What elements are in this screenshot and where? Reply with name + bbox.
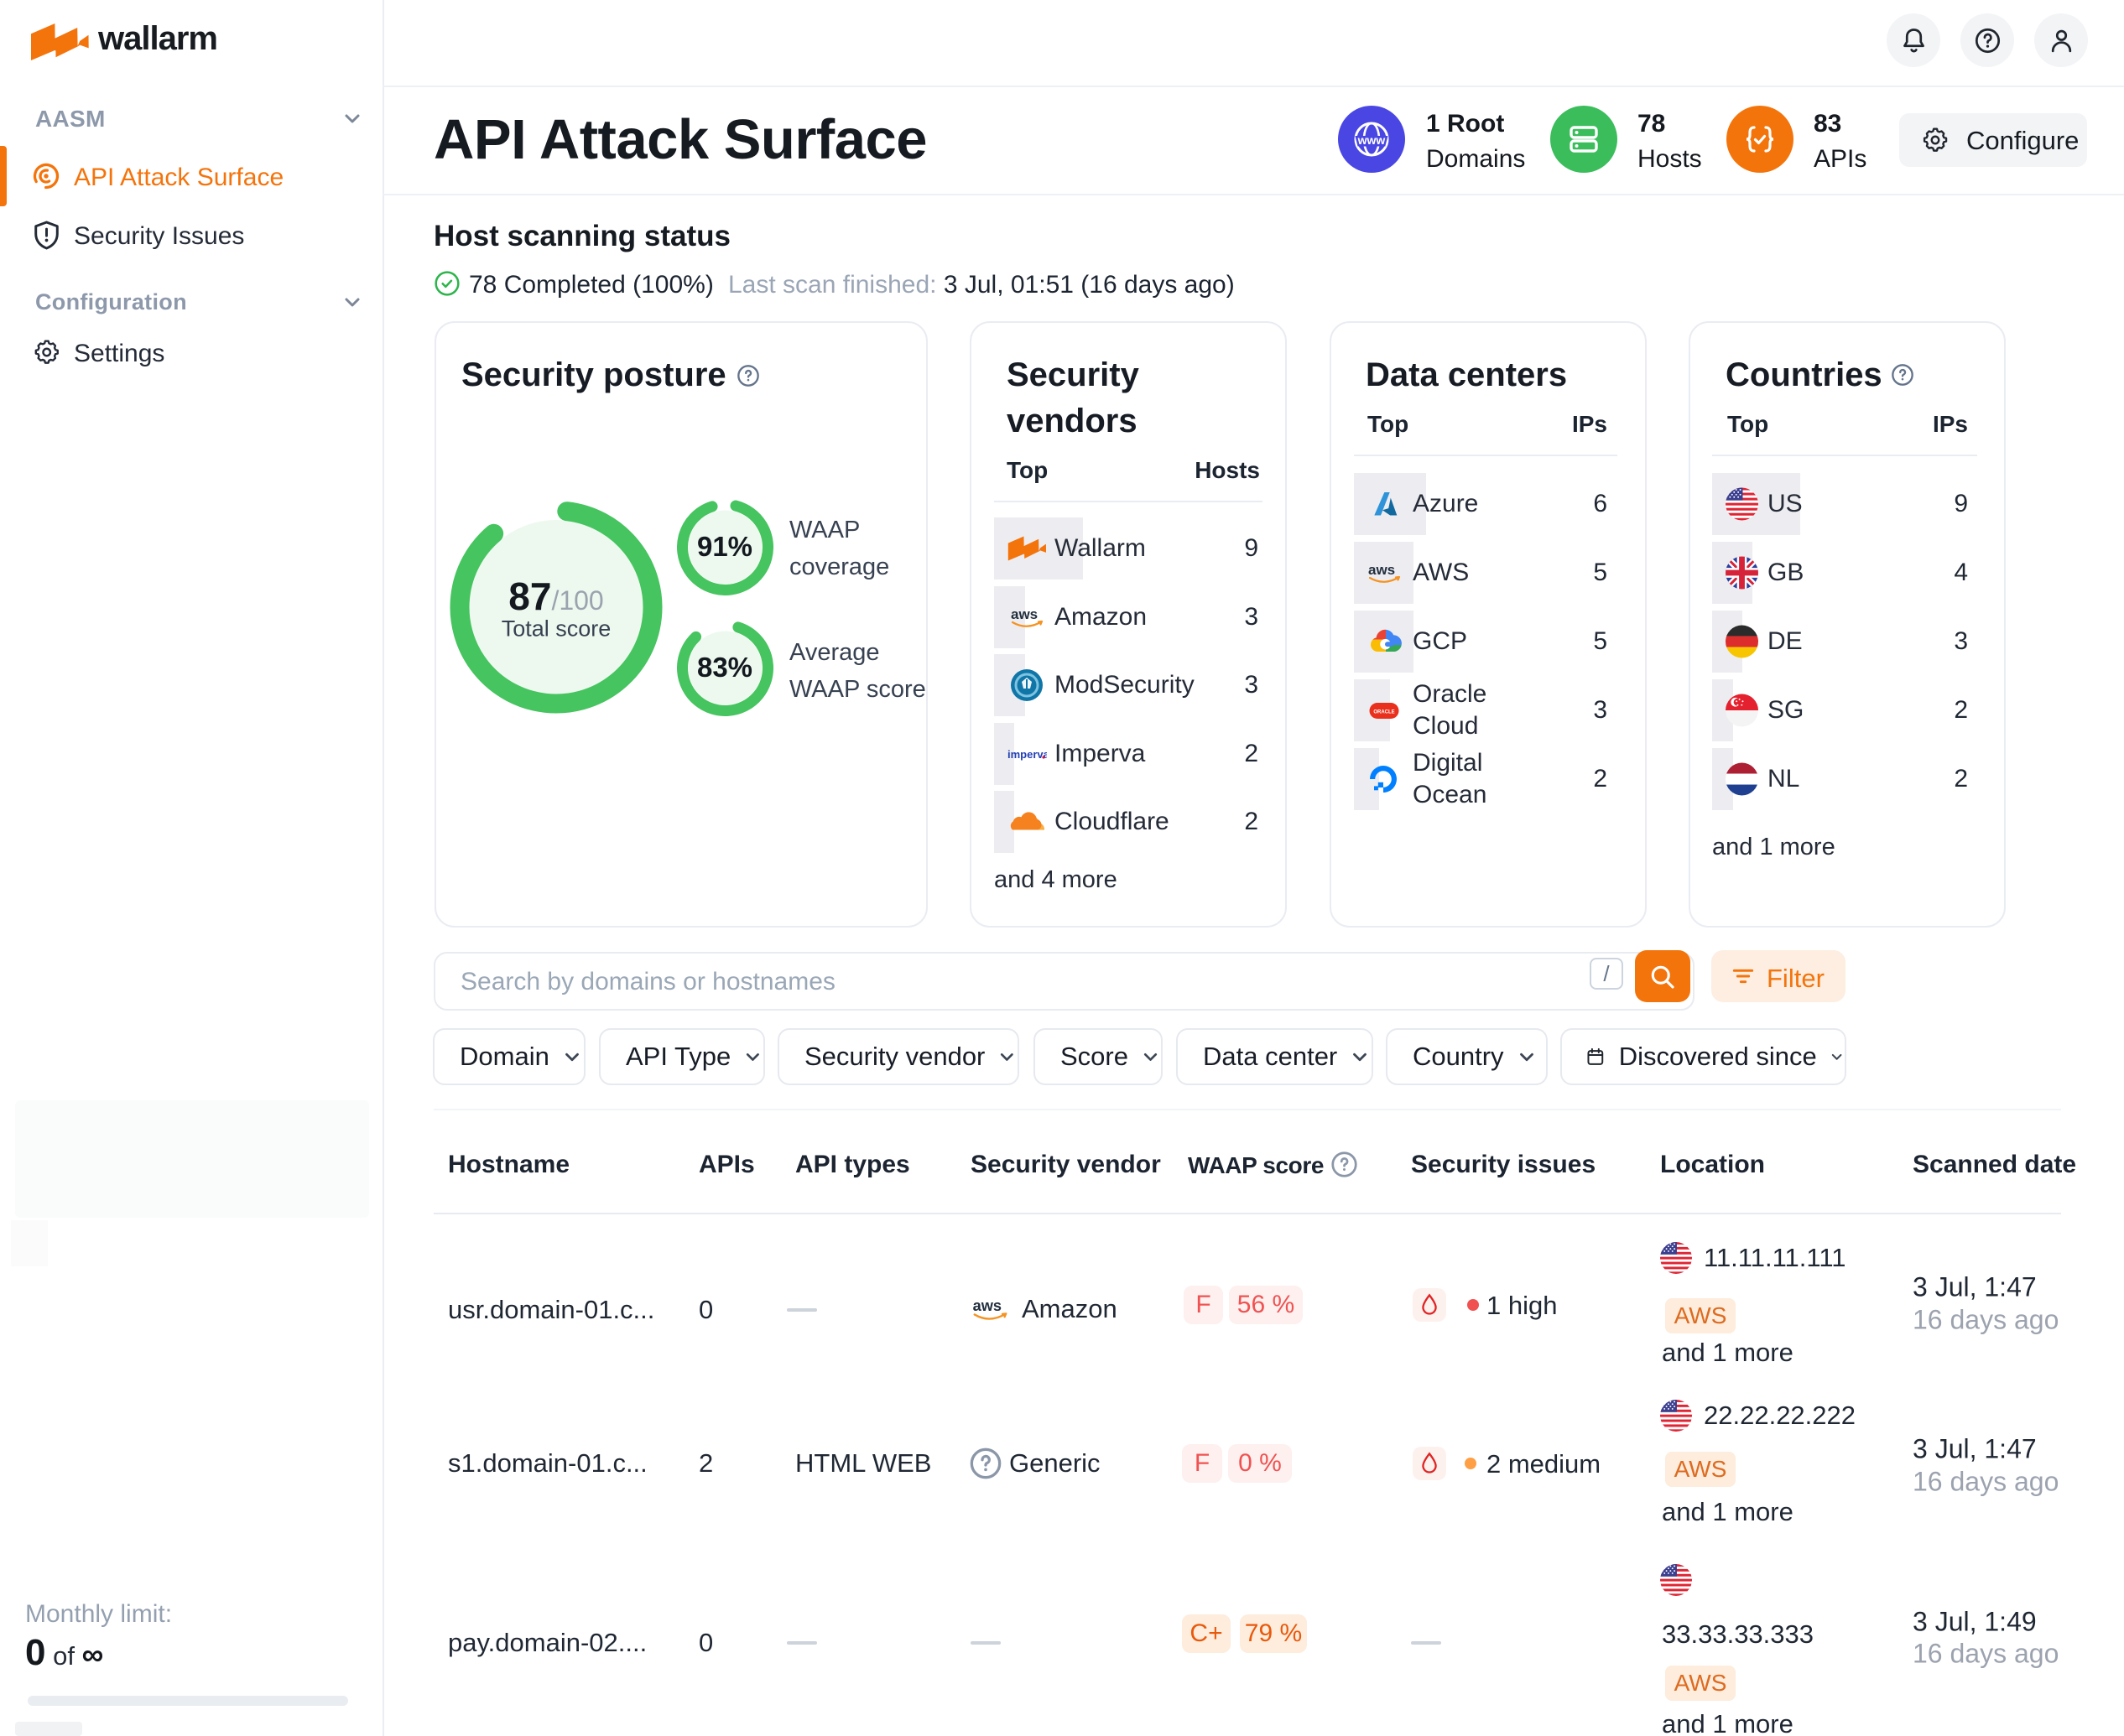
svg-text:www: www <box>1357 133 1386 147</box>
svg-text:imperva: imperva <box>1007 748 1047 761</box>
svg-text:ORACLE: ORACLE <box>1373 710 1394 715</box>
svg-text:aws: aws <box>973 1297 1002 1314</box>
svg-text:aws: aws <box>1368 562 1395 578</box>
svg-text:aws: aws <box>1011 606 1038 622</box>
